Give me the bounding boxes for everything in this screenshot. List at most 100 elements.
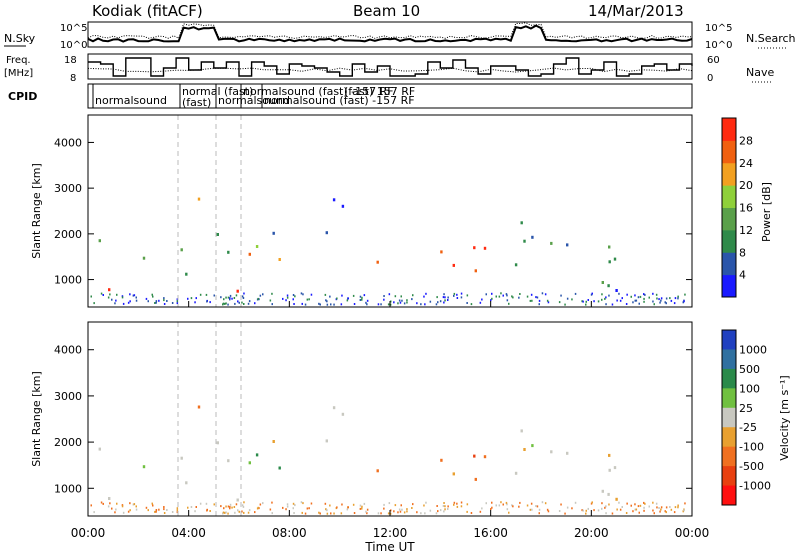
power-cell — [529, 299, 532, 302]
power-cell — [359, 299, 362, 301]
power-cell — [399, 301, 402, 304]
power-cell — [129, 293, 131, 296]
velocity-cell — [460, 505, 463, 508]
velocity-cell — [619, 508, 622, 511]
power-cell — [326, 300, 328, 303]
power-cell — [194, 301, 196, 304]
velocity-cell — [566, 451, 569, 455]
power-colorbar-label: Power [dB] — [760, 182, 773, 242]
velocity-cell — [361, 507, 363, 510]
power-cell — [644, 293, 646, 296]
power-colorbar-swatch — [722, 185, 736, 208]
power-cell — [665, 302, 667, 305]
power-cell — [199, 293, 202, 296]
velocity-cell — [683, 509, 685, 512]
velocity-cell — [526, 504, 529, 507]
power-cell — [615, 289, 618, 292]
power-colorbar-swatch — [722, 162, 736, 186]
power-cell — [491, 292, 493, 295]
power-cell — [502, 294, 504, 297]
power-cell — [601, 293, 603, 296]
power-cell — [616, 299, 618, 302]
power-cell — [227, 296, 230, 299]
velocity-cell — [394, 504, 397, 507]
power-cell — [444, 296, 446, 299]
power-cell — [111, 298, 113, 301]
velocity-cell — [593, 509, 595, 512]
power-cell — [591, 292, 593, 295]
power-cell — [423, 295, 425, 298]
power-cell — [310, 293, 313, 296]
velocity-cell — [643, 501, 645, 504]
power-cell — [500, 292, 502, 295]
velocity-cell — [397, 511, 399, 514]
power-cell — [383, 298, 385, 301]
power-cell — [108, 288, 111, 292]
y-tick-label: 3000 — [54, 182, 82, 195]
x-tick-label: 04:00 — [171, 526, 206, 540]
power-cell — [607, 284, 610, 288]
power-cell — [643, 293, 645, 296]
power-cell — [420, 303, 422, 306]
power-cell — [206, 300, 208, 303]
nave-tick-top: 60 — [707, 55, 720, 66]
velocity-cell — [241, 510, 243, 513]
velocity-cell — [608, 453, 611, 457]
velocity-cell — [390, 509, 392, 512]
velocity-cell — [176, 509, 179, 512]
power-cell — [425, 292, 427, 295]
power-cell — [547, 301, 550, 304]
power-cell — [107, 296, 110, 299]
power-cell — [593, 300, 595, 303]
time-axis-label: Time UT — [364, 540, 415, 554]
power-cell — [397, 302, 399, 305]
power-cell — [652, 300, 654, 303]
power-cell — [406, 301, 408, 304]
x-tick-label: 16:00 — [473, 526, 508, 540]
velocity-cell — [473, 454, 476, 458]
velocity-cell — [107, 505, 110, 508]
velocity-cell — [637, 505, 640, 508]
velocity-cell — [466, 510, 468, 513]
velocity-cell — [611, 512, 614, 515]
velocity-cell — [151, 502, 153, 505]
power-cell — [255, 245, 259, 248]
power-cell — [490, 299, 492, 302]
power-cell — [587, 299, 589, 301]
velocity-cell — [340, 512, 343, 515]
velocity-cell — [330, 512, 332, 515]
velocity-cell — [171, 511, 174, 513]
velocity-cell — [195, 506, 197, 508]
velocity-cell — [353, 512, 356, 514]
velocity-cell — [452, 472, 455, 476]
velocity-cell — [133, 503, 136, 506]
velocity-cell — [158, 508, 160, 511]
velocity-cell — [176, 507, 179, 510]
power-cell — [571, 298, 573, 301]
power-colorbar-swatch — [722, 140, 736, 164]
power-cell — [452, 263, 455, 267]
velocity-cell — [387, 512, 390, 515]
velocity-cell — [341, 503, 343, 506]
power-cell — [437, 301, 439, 304]
power-cell — [519, 293, 521, 295]
velocity-cell — [163, 506, 165, 508]
power-cell — [269, 299, 272, 302]
power-cell — [550, 241, 553, 245]
frequency-panel: Freq. [MHz] 18 8 60 0 Nave — [4, 53, 774, 84]
power-cell — [483, 246, 487, 250]
power-cell — [197, 197, 201, 201]
cpid-program: (fast) — [182, 96, 211, 109]
power-cell — [376, 260, 379, 264]
velocity-colorbar-tick: -500 — [739, 460, 764, 473]
velocity-cell — [442, 505, 445, 507]
velocity-cell — [669, 506, 671, 508]
power-cell — [216, 233, 219, 236]
power-cell — [129, 300, 131, 303]
velocity-cell — [608, 503, 610, 506]
noise-left-tick-bottom: 10^0 — [60, 40, 87, 51]
power-cell — [456, 297, 459, 299]
power-cell — [406, 299, 408, 302]
velocity-cell — [206, 509, 208, 512]
